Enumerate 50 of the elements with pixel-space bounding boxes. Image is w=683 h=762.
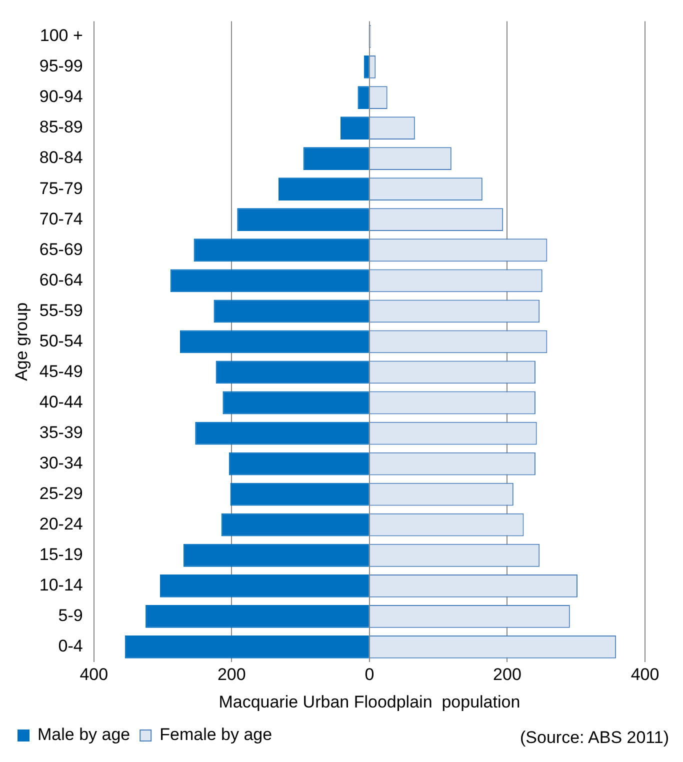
y-tick-label: 100 +	[40, 26, 83, 46]
y-tick-label: 0-4	[58, 636, 83, 656]
bar	[278, 178, 369, 201]
x-tick-label: 400	[80, 665, 108, 684]
bar	[237, 208, 369, 232]
bar	[221, 513, 369, 536]
text: (Source: ABS 2011)	[520, 728, 669, 748]
y-tick-label: 20-24	[39, 514, 83, 534]
y-tick-label: 30-34	[39, 453, 83, 472]
y-tick-label: 80-84	[39, 148, 83, 168]
y-tick-label: 45-49	[39, 362, 83, 381]
y-tick-label: 50-54	[39, 331, 83, 350]
bar	[230, 482, 369, 506]
legend-label: Female by age	[160, 725, 272, 744]
y-tick-label: 35-39	[39, 422, 83, 442]
bar	[124, 635, 369, 658]
bar	[340, 116, 369, 140]
y-tick-label: 90-94	[39, 87, 83, 106]
bar	[228, 452, 369, 476]
y-tick-label: 40-44	[39, 392, 83, 412]
legend-label: Male by age	[38, 725, 130, 744]
bar	[195, 422, 369, 445]
x-axis-title: Macquarie Urban Floodplain population	[218, 692, 520, 712]
x-tick-label: 200	[493, 665, 522, 684]
bar	[146, 604, 369, 628]
bar	[222, 391, 369, 414]
y-tick-label: 55-59	[39, 300, 83, 320]
y-tick-label: 70-74	[39, 209, 83, 228]
y-tick-label: 75-79	[39, 178, 83, 198]
y-tick-label: 25-29	[39, 484, 83, 504]
y-axis-title: Age group	[12, 302, 31, 381]
x-tick-label: 0	[364, 665, 374, 684]
bar	[194, 238, 369, 262]
y-tick-label: 95-99	[39, 56, 83, 76]
bar	[160, 574, 369, 598]
bar	[214, 300, 369, 323]
y-tick-label: 60-64	[39, 270, 83, 290]
y-tick-label: 5-9	[58, 606, 83, 626]
y-tick-label: 15-19	[39, 545, 83, 564]
bar	[180, 330, 369, 354]
bar	[358, 86, 369, 109]
bar	[170, 269, 369, 292]
y-tick-label: 65-69	[39, 240, 83, 259]
bar	[216, 360, 369, 384]
bar	[303, 147, 369, 170]
bar	[183, 544, 369, 567]
y-tick-label: 85-89	[39, 118, 83, 137]
y-tick-label: 10-14	[39, 576, 83, 595]
x-tick-label: 200	[217, 665, 246, 684]
x-tick-label: 400	[630, 665, 660, 684]
